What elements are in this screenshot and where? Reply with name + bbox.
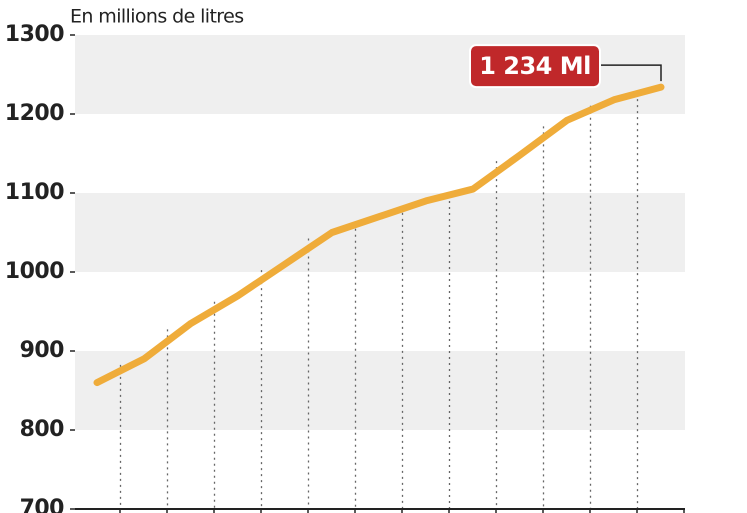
annotation-label: 1 234 Ml [479, 52, 591, 80]
band [75, 193, 685, 272]
y-tick-label: 700 [20, 496, 65, 513]
y-tick-label: 800 [20, 417, 65, 442]
y-tick-label: 1100 [5, 180, 64, 205]
line [93, 83, 665, 387]
y-tick-label: 900 [20, 338, 65, 363]
annotation-box [469, 44, 601, 89]
y-tick-label: 1000 [5, 259, 64, 284]
annotation-connector [600, 64, 662, 82]
annotation: 1 234 Ml [469, 44, 601, 89]
y-tick-label: 1300 [5, 22, 64, 47]
y-tick-label: 1200 [5, 101, 64, 126]
band [75, 351, 685, 430]
chart-title: En millions de litres [70, 6, 244, 28]
